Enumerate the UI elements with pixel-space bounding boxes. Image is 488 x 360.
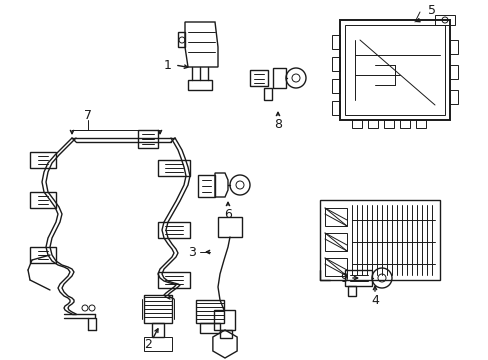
Text: 1: 1: [164, 59, 172, 72]
Text: 5: 5: [427, 4, 435, 17]
Text: 3: 3: [188, 246, 196, 258]
Text: 4: 4: [370, 293, 378, 306]
Text: 9: 9: [339, 271, 347, 284]
Text: 8: 8: [273, 117, 282, 131]
Text: 6: 6: [224, 207, 231, 220]
Text: 2: 2: [144, 338, 152, 351]
Text: 7: 7: [84, 108, 92, 122]
